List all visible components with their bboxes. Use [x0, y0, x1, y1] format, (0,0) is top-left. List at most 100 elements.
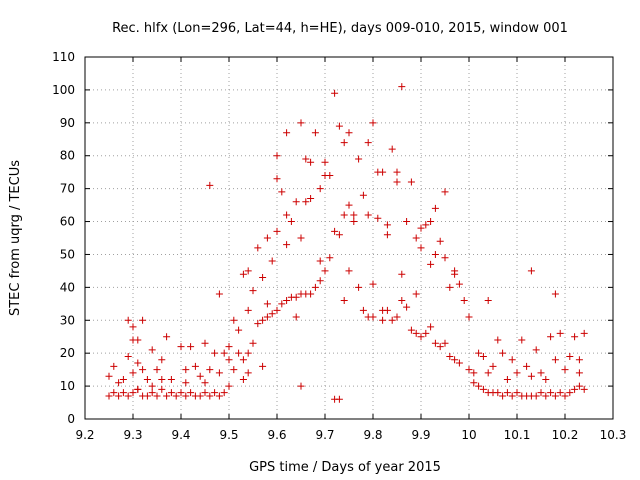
data-point: [465, 366, 473, 374]
data-point: [105, 392, 113, 400]
x-tick-label: 9.5: [219, 428, 238, 442]
data-point: [422, 221, 430, 229]
data-point: [451, 356, 459, 364]
data-point: [292, 313, 300, 321]
data-point: [345, 267, 353, 275]
data-point: [335, 395, 343, 403]
data-point: [422, 329, 430, 337]
data-point: [235, 349, 243, 357]
plot-frame: [84, 56, 614, 420]
data-point: [148, 382, 156, 390]
data-point: [249, 339, 257, 347]
data-point: [331, 227, 339, 235]
data-point: [263, 234, 271, 242]
data-point: [119, 376, 127, 384]
y-tick-label: 60: [60, 215, 75, 229]
x-tick-label: 9.2: [75, 428, 94, 442]
data-point: [283, 211, 291, 219]
data-point: [134, 385, 142, 393]
data-point: [532, 392, 540, 400]
axis-ticks: [84, 56, 614, 420]
y-tick-label: 30: [60, 313, 75, 327]
data-point: [292, 198, 300, 206]
data-point: [273, 152, 281, 160]
data-point: [374, 214, 382, 222]
y-tick-label: 20: [60, 346, 75, 360]
data-point: [153, 366, 161, 374]
data-point: [110, 362, 118, 370]
data-point: [239, 376, 247, 384]
y-tick-label: 80: [60, 149, 75, 163]
chart-title: Rec. hlfx (Lon=296, Lat=44, h=HE), days …: [112, 21, 568, 36]
data-point: [182, 379, 190, 387]
data-point: [283, 129, 291, 137]
data-point: [527, 372, 535, 380]
x-tick-label: 10.1: [504, 428, 531, 442]
data-point: [489, 362, 497, 370]
x-tick-label: 10: [461, 428, 476, 442]
data-point: [566, 352, 574, 360]
data-point: [340, 139, 348, 147]
data-point: [575, 382, 583, 390]
data-point: [494, 389, 502, 397]
data-point: [316, 185, 324, 193]
data-point: [220, 389, 228, 397]
data-point: [580, 385, 588, 393]
data-point: [446, 283, 454, 291]
data-point: [580, 329, 588, 337]
data-point: [379, 316, 387, 324]
data-point: [158, 385, 166, 393]
y-tick-label: 40: [60, 280, 75, 294]
data-point: [187, 343, 195, 351]
data-point: [475, 382, 483, 390]
data-point: [499, 349, 507, 357]
data-point: [335, 122, 343, 130]
data-point: [484, 297, 492, 305]
data-point: [393, 168, 401, 176]
data-point: [379, 306, 387, 314]
data-point: [575, 356, 583, 364]
data-point: [551, 356, 559, 364]
data-point: [537, 389, 545, 397]
data-point: [316, 277, 324, 285]
data-point: [134, 359, 142, 367]
data-points: [105, 83, 588, 403]
y-tick-label: 90: [60, 116, 75, 130]
data-point: [129, 389, 137, 397]
data-point: [326, 254, 334, 262]
y-axis-label: STEC from uqrg / TECUs: [8, 160, 23, 316]
data-point: [134, 336, 142, 344]
data-point: [273, 175, 281, 183]
data-point: [244, 349, 252, 357]
data-point: [244, 369, 252, 377]
data-point: [158, 376, 166, 384]
data-point: [359, 191, 367, 199]
data-point: [163, 333, 171, 341]
data-point: [350, 211, 358, 219]
data-point: [139, 366, 147, 374]
data-point: [187, 389, 195, 397]
data-point: [201, 389, 209, 397]
data-point: [225, 382, 233, 390]
data-point: [412, 290, 420, 298]
data-point: [235, 326, 243, 334]
data-point: [124, 316, 132, 324]
data-point: [369, 280, 377, 288]
data-point: [297, 234, 305, 242]
data-point: [119, 389, 127, 397]
data-point: [158, 356, 166, 364]
data-point: [571, 333, 579, 341]
data-point: [283, 241, 291, 249]
y-tick-label: 50: [60, 247, 75, 261]
data-point: [369, 313, 377, 321]
data-point: [499, 392, 507, 400]
data-point: [239, 356, 247, 364]
data-point: [259, 316, 267, 324]
data-point: [364, 211, 372, 219]
data-point: [446, 352, 454, 360]
data-point: [427, 260, 435, 268]
data-point: [364, 139, 372, 147]
data-point: [551, 392, 559, 400]
data-point: [307, 290, 315, 298]
